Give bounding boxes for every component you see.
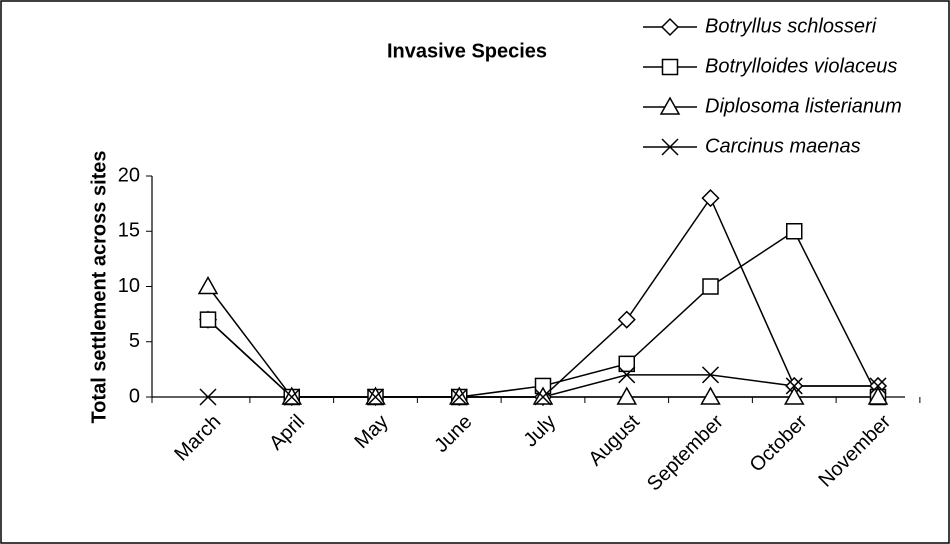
marker <box>700 386 721 405</box>
y-tick-label: 5 <box>129 330 140 352</box>
legend-label: Botryllus schlosseri <box>705 15 877 37</box>
marker <box>869 377 887 395</box>
marker <box>783 386 805 405</box>
legend-label: Botrylloides violaceus <box>705 55 897 77</box>
marker <box>199 388 217 406</box>
marker <box>197 275 219 295</box>
marker <box>366 388 385 406</box>
marker <box>786 223 803 240</box>
marker <box>659 96 681 115</box>
marker <box>450 388 468 406</box>
marker <box>618 366 636 384</box>
marker <box>701 366 720 384</box>
marker <box>534 388 552 406</box>
legend-label: Carcinus maenas <box>705 135 861 157</box>
marker <box>701 189 720 208</box>
marker <box>785 377 803 395</box>
marker <box>661 138 679 156</box>
marker <box>661 58 679 76</box>
marker <box>702 278 719 295</box>
marker <box>199 311 217 328</box>
y-tick-label: 20 <box>118 164 140 186</box>
y-tick-label: 15 <box>118 220 140 242</box>
marker <box>617 310 636 329</box>
marker <box>660 17 680 37</box>
y-axis-label: Total settlement across sites <box>88 150 110 423</box>
y-tick-label: 0 <box>129 385 140 407</box>
marker <box>283 388 301 406</box>
marker <box>867 386 889 405</box>
y-tick-label: 10 <box>118 275 140 297</box>
chart-title: Invasive Species <box>387 40 547 62</box>
marker <box>618 355 635 373</box>
marker <box>616 386 638 405</box>
legend-label: Diplosoma listerianum <box>705 95 902 117</box>
